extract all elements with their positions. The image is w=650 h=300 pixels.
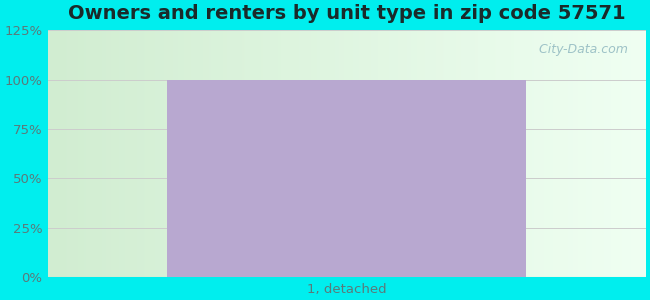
Bar [168,80,526,277]
Text: City-Data.com: City-Data.com [531,43,628,56]
Title: Owners and renters by unit type in zip code 57571: Owners and renters by unit type in zip c… [68,4,626,23]
